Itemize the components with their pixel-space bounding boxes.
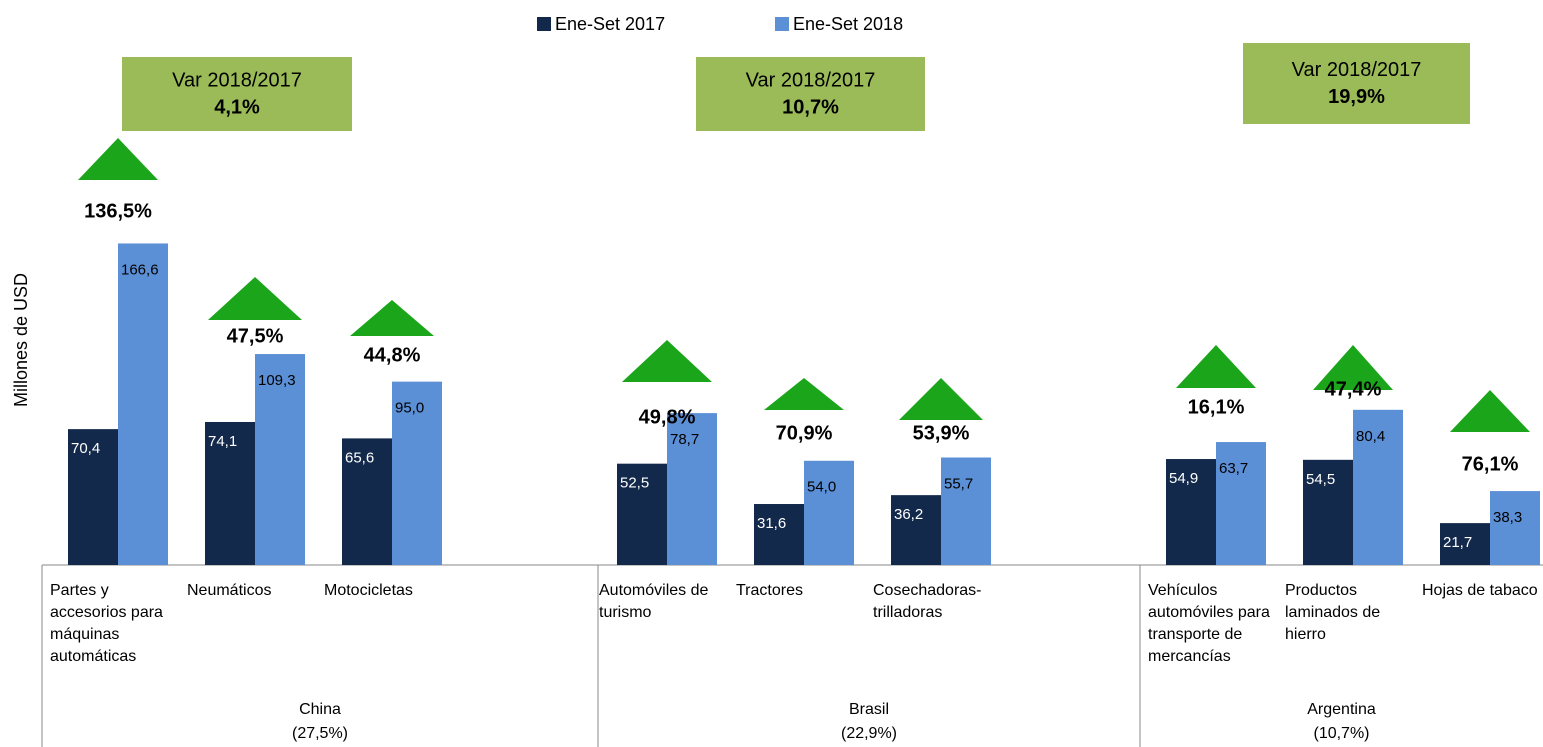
bar [68, 429, 118, 565]
change-arrow [350, 300, 434, 336]
value-label: 78,7 [670, 431, 699, 448]
value-label: 54,5 [1306, 471, 1335, 488]
value-label: 38,3 [1493, 509, 1522, 526]
bar [1216, 442, 1266, 565]
value-label: 63,7 [1219, 460, 1248, 477]
change-label: 70,9% [776, 422, 833, 444]
bar [1490, 491, 1540, 565]
bar [941, 457, 991, 565]
bar [118, 243, 168, 565]
change-label: 44,8% [364, 344, 421, 366]
change-arrow [78, 138, 158, 180]
value-label: 54,9 [1169, 470, 1198, 487]
value-label: 36,2 [894, 506, 923, 523]
var-box [1243, 43, 1470, 124]
change-arrow [1450, 390, 1530, 432]
group-name: China [299, 701, 341, 718]
y-axis-label: Millones de USD [11, 273, 31, 407]
bar [1166, 459, 1216, 565]
group-name: Argentina [1307, 701, 1376, 718]
category-label: Hojas de tabaco [1422, 582, 1538, 599]
category-label: Motocicletas [324, 582, 413, 599]
legend-swatch [537, 17, 551, 31]
bar [754, 504, 804, 565]
value-label: 54,0 [807, 479, 836, 496]
bar [205, 421, 255, 565]
value-label: 55,7 [944, 475, 973, 492]
var-box [122, 57, 352, 131]
change-arrow [899, 378, 983, 420]
var-value: 4,1% [214, 96, 260, 118]
change-arrow [764, 378, 844, 410]
bar [667, 413, 717, 565]
category-label: Tractores [736, 582, 803, 599]
change-arrow [1176, 345, 1256, 388]
value-label: 109,3 [258, 372, 296, 389]
value-label: 70,4 [71, 440, 100, 457]
change-label: 76,1% [1462, 453, 1519, 475]
bar [804, 460, 854, 565]
value-label: 52,5 [620, 475, 649, 492]
legend-label: Ene-Set 2017 [555, 14, 665, 34]
var-label: Var 2018/2017 [172, 69, 302, 91]
group-name: Brasil [848, 701, 889, 718]
bar [891, 495, 941, 565]
value-label: 21,7 [1443, 534, 1472, 551]
category-label: Vehículos automóviles para transporte de… [1148, 582, 1270, 665]
group-share: (22,9%) [840, 725, 898, 742]
value-label: 95,0 [395, 400, 424, 417]
var-value: 19,9% [1328, 86, 1385, 108]
change-label: 47,4% [1325, 378, 1382, 400]
var-box [696, 57, 925, 131]
category-label: Automóviles de turismo [599, 582, 709, 621]
change-arrow [622, 340, 712, 382]
bar [1440, 523, 1490, 565]
value-label: 166,6 [121, 261, 159, 278]
category-label: Cosechadoras-trilladoras [873, 582, 982, 621]
group-share: (27,5%) [291, 725, 349, 742]
legend-swatch [775, 17, 789, 31]
bar [392, 381, 442, 565]
change-label: 16,1% [1188, 396, 1245, 418]
value-label: 80,4 [1356, 428, 1385, 445]
var-label: Var 2018/2017 [1292, 59, 1422, 81]
value-label: 65,6 [345, 449, 374, 466]
var-value: 10,7% [782, 96, 839, 118]
bar [1303, 459, 1353, 565]
bar [1353, 409, 1403, 565]
category-label: Productos laminados de hierro [1285, 582, 1381, 643]
bar [255, 354, 305, 565]
change-label: 49,8% [639, 406, 696, 428]
var-label: Var 2018/2017 [746, 69, 876, 91]
change-label: 53,9% [913, 422, 970, 444]
change-label: 136,5% [84, 200, 152, 222]
group-share: (10,7%) [1313, 725, 1370, 742]
bar [617, 463, 667, 565]
value-label: 74,1 [208, 433, 237, 450]
bar [342, 438, 392, 565]
change-arrow [208, 277, 302, 320]
value-label: 31,6 [757, 515, 786, 532]
legend-label: Ene-Set 2018 [793, 14, 903, 34]
category-label: Neumáticos [187, 582, 272, 599]
change-arrow [1313, 345, 1393, 390]
change-label: 47,5% [227, 325, 284, 347]
category-label: Partes y accesorios para máquinas automá… [50, 582, 163, 665]
